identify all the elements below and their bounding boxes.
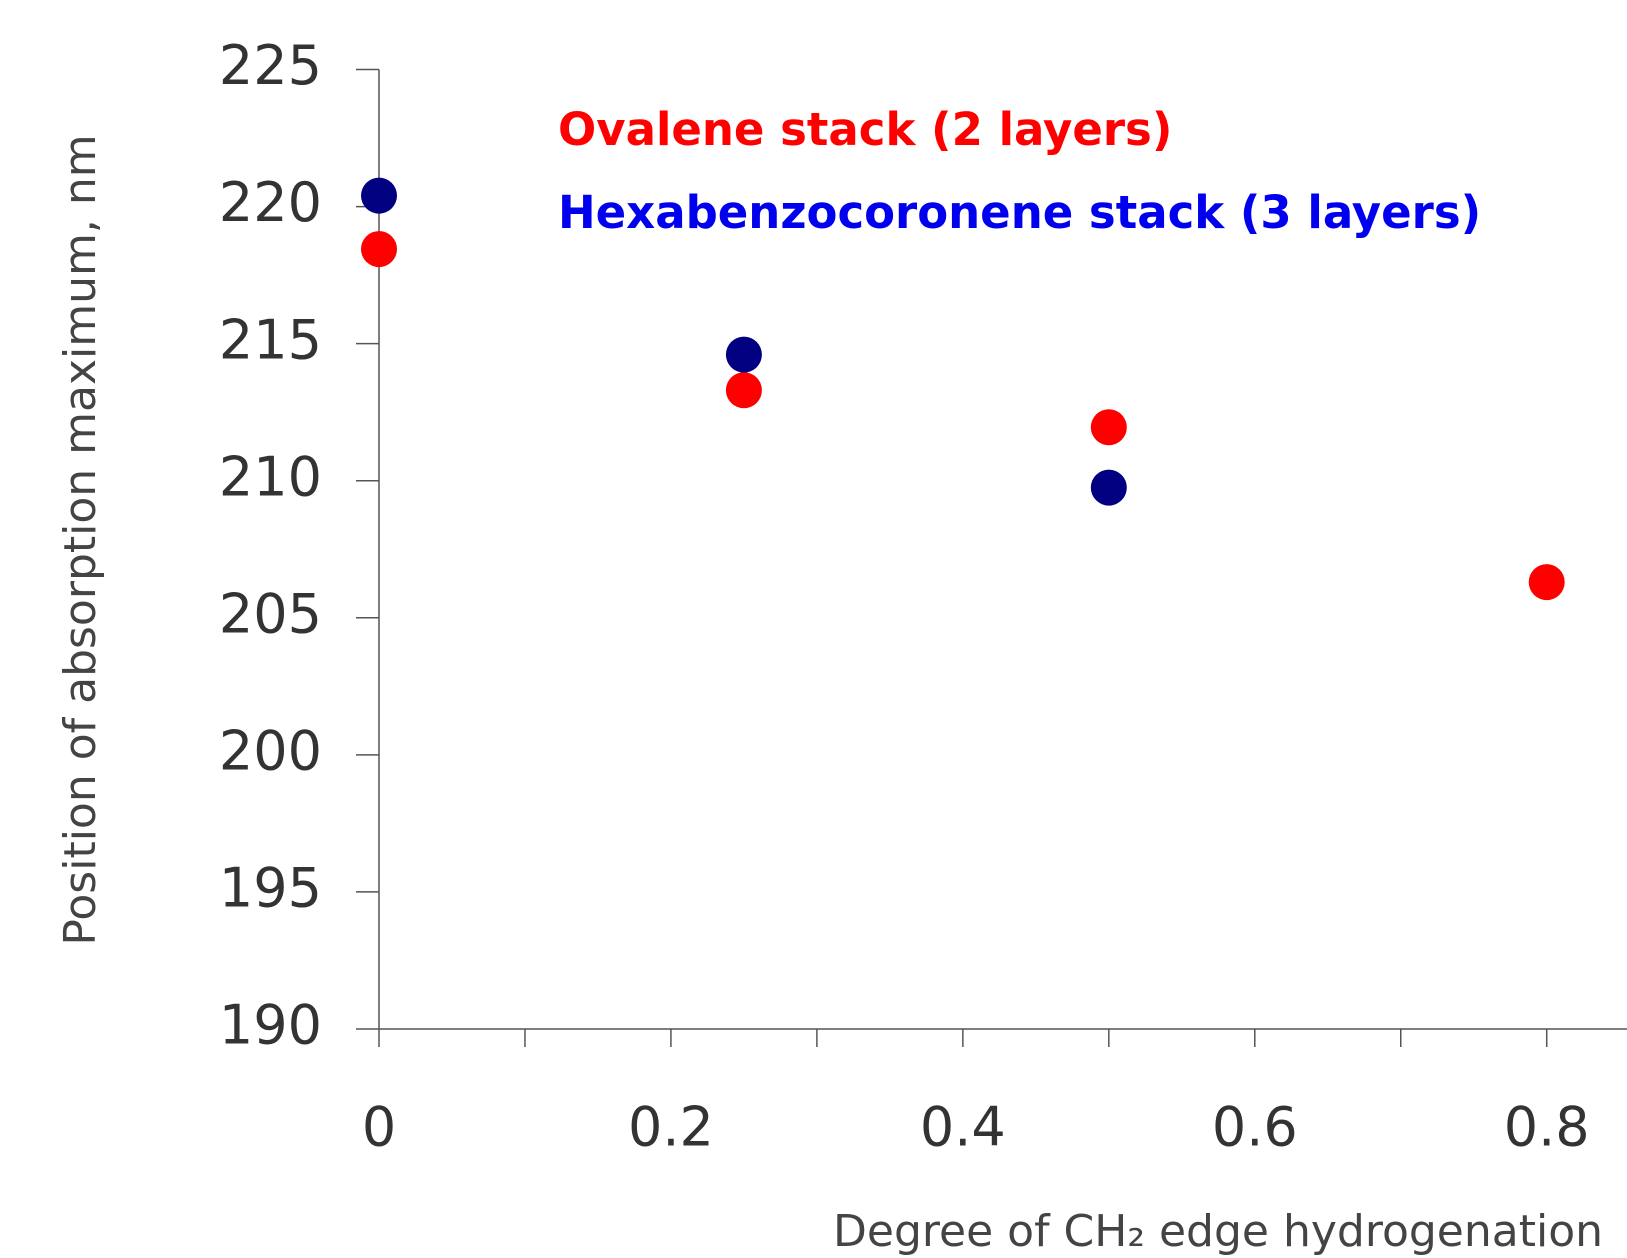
x-tick-label: 0.4 [920, 1096, 1006, 1159]
x-tick-label: 0 [362, 1096, 396, 1159]
y-tick-label: 220 [219, 171, 322, 234]
x-tick-label: 0.8 [1504, 1096, 1590, 1159]
data-point [1528, 564, 1565, 601]
x-axis-title: Degree of CH₂ edge hydrogenation [833, 1206, 1603, 1257]
y-tick-label: 210 [219, 445, 322, 508]
legend-entry: Hexabenzocoronene stack (3 layers) [558, 186, 1481, 239]
data-point [361, 177, 397, 214]
x-tick-label: 0.6 [1212, 1096, 1298, 1159]
y-tick-label: 190 [219, 994, 322, 1057]
x-tick-label: 0.2 [628, 1096, 714, 1159]
y-tick-label: 225 [219, 34, 322, 97]
y-tick-label: 205 [219, 582, 322, 645]
data-point [361, 231, 397, 268]
data-point [725, 372, 762, 409]
data-point [725, 336, 762, 373]
y-tick-label: 195 [219, 857, 322, 920]
data-point [1090, 409, 1127, 446]
data-point [1090, 469, 1127, 506]
y-tick-label: 215 [219, 308, 322, 371]
legend-entry: Ovalene stack (2 layers) [558, 103, 1172, 156]
y-tick-label: 200 [219, 719, 322, 782]
y-axis-title: Position of absorption maximum, nm [55, 134, 106, 945]
